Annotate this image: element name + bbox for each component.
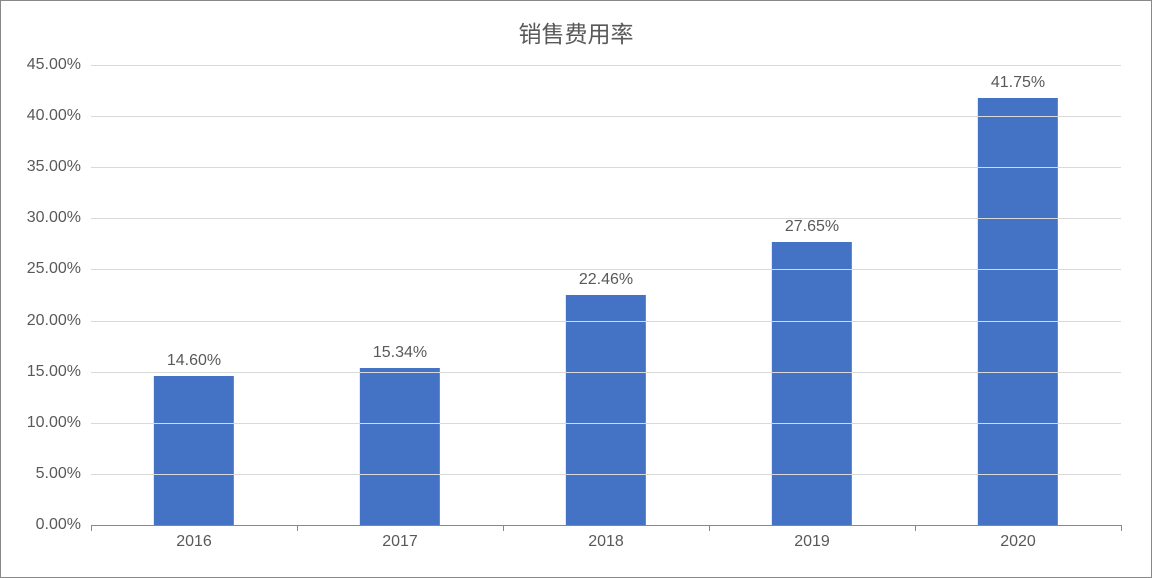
grid-line: [91, 167, 1121, 168]
x-tick-mark: [297, 525, 298, 531]
x-tick-mark: [709, 525, 710, 531]
bars-row: 14.60%201615.34%201722.46%201827.65%2019…: [91, 65, 1121, 525]
bar-slot: 41.75%2020: [915, 65, 1121, 525]
y-tick-label: 25.00%: [27, 260, 81, 278]
grid-line: [91, 65, 1121, 66]
bar-slot: 15.34%2017: [297, 65, 503, 525]
bar-slot: 14.60%2016: [91, 65, 297, 525]
x-tick-mark: [1121, 525, 1122, 531]
bar-value-label: 14.60%: [167, 352, 221, 370]
y-tick-label: 0.00%: [36, 516, 81, 534]
y-tick-label: 20.00%: [27, 312, 81, 330]
grid-line: [91, 269, 1121, 270]
chart-title: 销售费用率: [1, 1, 1151, 59]
bar: [772, 242, 852, 525]
y-tick-label: 30.00%: [27, 209, 81, 227]
bar: [360, 368, 440, 525]
y-tick-label: 15.00%: [27, 363, 81, 381]
bar-slot: 27.65%2019: [709, 65, 915, 525]
y-tick-label: 45.00%: [27, 56, 81, 74]
bar-value-label: 15.34%: [373, 344, 427, 362]
grid-line: [91, 321, 1121, 322]
y-tick-label: 40.00%: [27, 107, 81, 125]
grid-line: [91, 474, 1121, 475]
x-tick-label: 2017: [382, 533, 418, 551]
grid-line: [91, 116, 1121, 117]
x-tick-mark: [915, 525, 916, 531]
bar-value-label: 41.75%: [991, 74, 1045, 92]
grid-line: [91, 525, 1121, 526]
grid-line: [91, 218, 1121, 219]
bar: [978, 98, 1058, 525]
chart-container: 销售费用率 14.60%201615.34%201722.46%201827.6…: [0, 0, 1152, 578]
x-tick-label: 2020: [1000, 533, 1036, 551]
bar-value-label: 22.46%: [579, 271, 633, 289]
bar: [566, 295, 646, 525]
y-tick-label: 35.00%: [27, 158, 81, 176]
bar-slot: 22.46%2018: [503, 65, 709, 525]
x-tick-mark: [91, 525, 92, 531]
x-tick-mark: [503, 525, 504, 531]
x-tick-label: 2018: [588, 533, 624, 551]
grid-line: [91, 423, 1121, 424]
x-tick-label: 2016: [176, 533, 212, 551]
y-tick-label: 10.00%: [27, 414, 81, 432]
y-tick-label: 5.00%: [36, 465, 81, 483]
bar: [154, 376, 234, 525]
grid-line: [91, 372, 1121, 373]
plot-area: 14.60%201615.34%201722.46%201827.65%2019…: [91, 65, 1121, 525]
x-tick-label: 2019: [794, 533, 830, 551]
bar-value-label: 27.65%: [785, 218, 839, 236]
